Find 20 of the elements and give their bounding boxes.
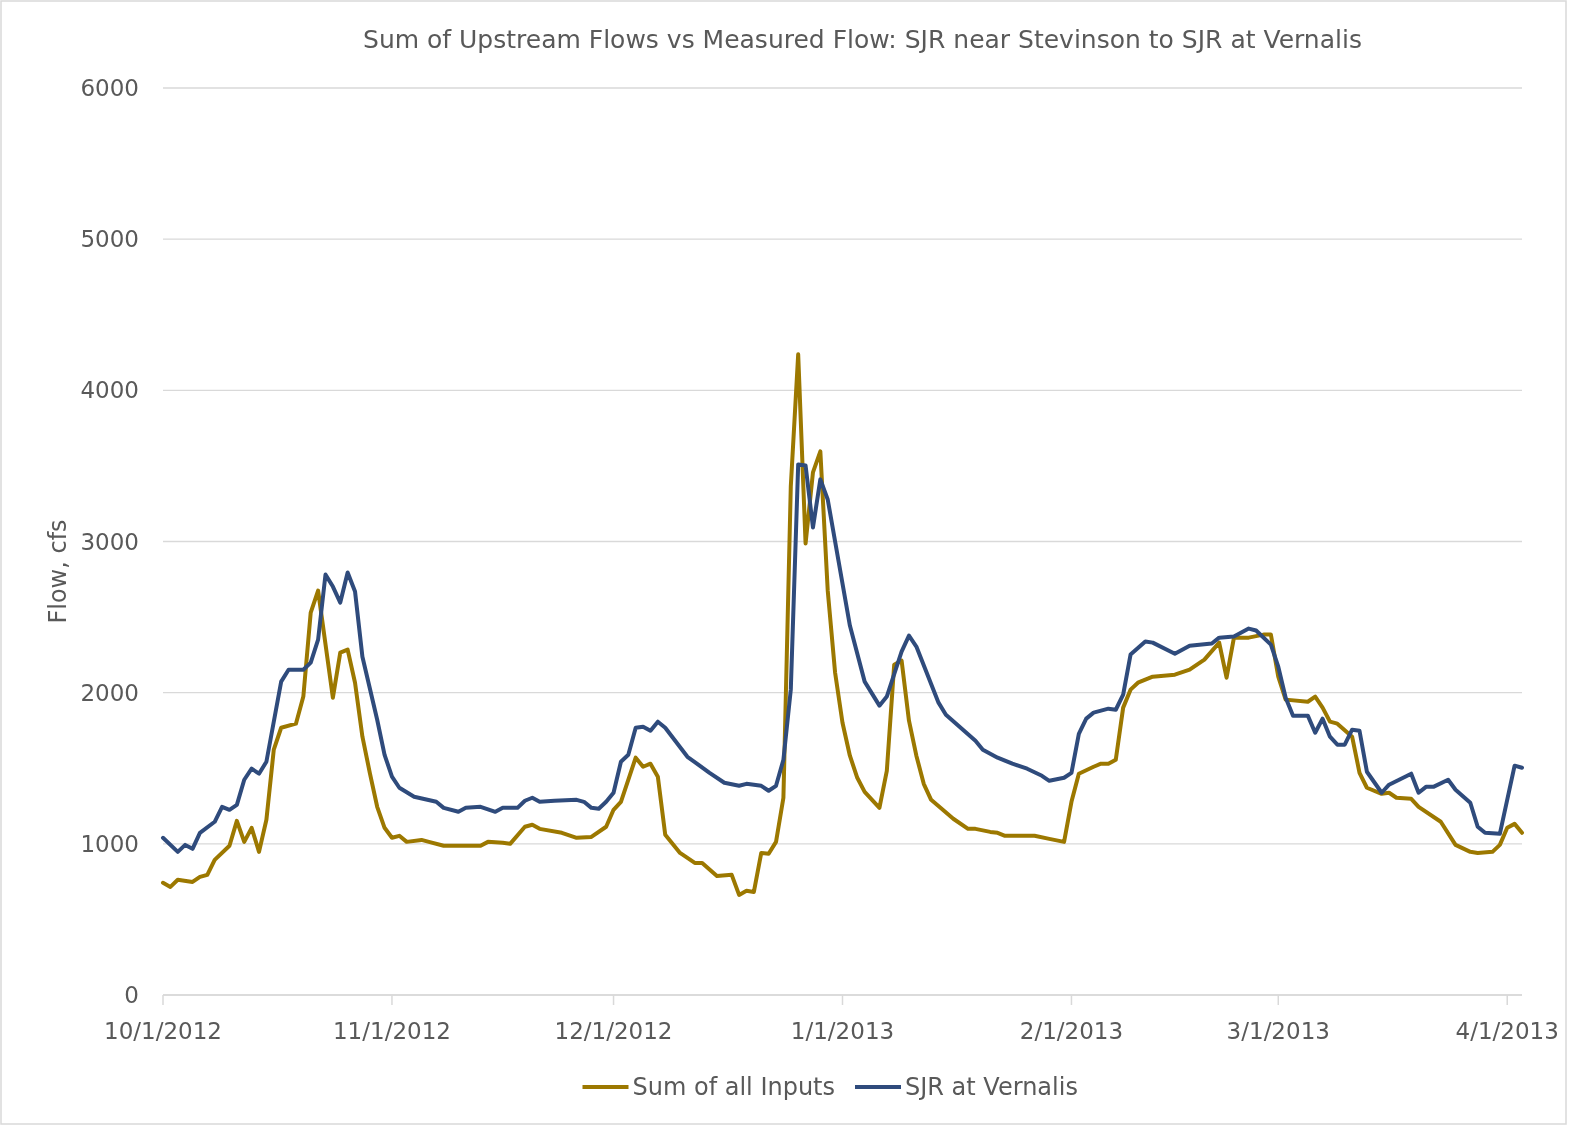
x-tick-label: 2/1/2013 [1019, 1018, 1124, 1044]
y-tick-label: 6000 [80, 75, 139, 101]
x-tick-label: 10/1/2012 [104, 1018, 222, 1044]
y-axis-title: Flow, cfs [44, 519, 72, 624]
y-tick-label: 0 [124, 982, 139, 1008]
y-tick-label: 1000 [80, 830, 139, 857]
legend-label: SJR at Vernalis [905, 1073, 1078, 1101]
y-tick-label: 4000 [80, 377, 139, 404]
y-tick-label: 5000 [80, 226, 139, 253]
x-tick-label: 1/1/2013 [790, 1018, 895, 1044]
y-tick-label: 2000 [80, 679, 139, 706]
x-tick-label: 4/1/2013 [1455, 1018, 1559, 1044]
chart-title: Sum of Upstream Flows vs Measured Flow: SJR near Stevinson to SJR at Vernalis [363, 25, 1362, 54]
line-series [161, 462, 1524, 854]
y-tick-label: 3000 [80, 528, 139, 555]
x-tick-label: 11/1/2012 [332, 1018, 451, 1044]
x-tick-label: 12/1/2012 [554, 1018, 673, 1044]
x-tick-label: 3/1/2013 [1226, 1018, 1330, 1044]
line-series [161, 352, 1524, 897]
legend-label: Sum of all Inputs [632, 1073, 836, 1101]
